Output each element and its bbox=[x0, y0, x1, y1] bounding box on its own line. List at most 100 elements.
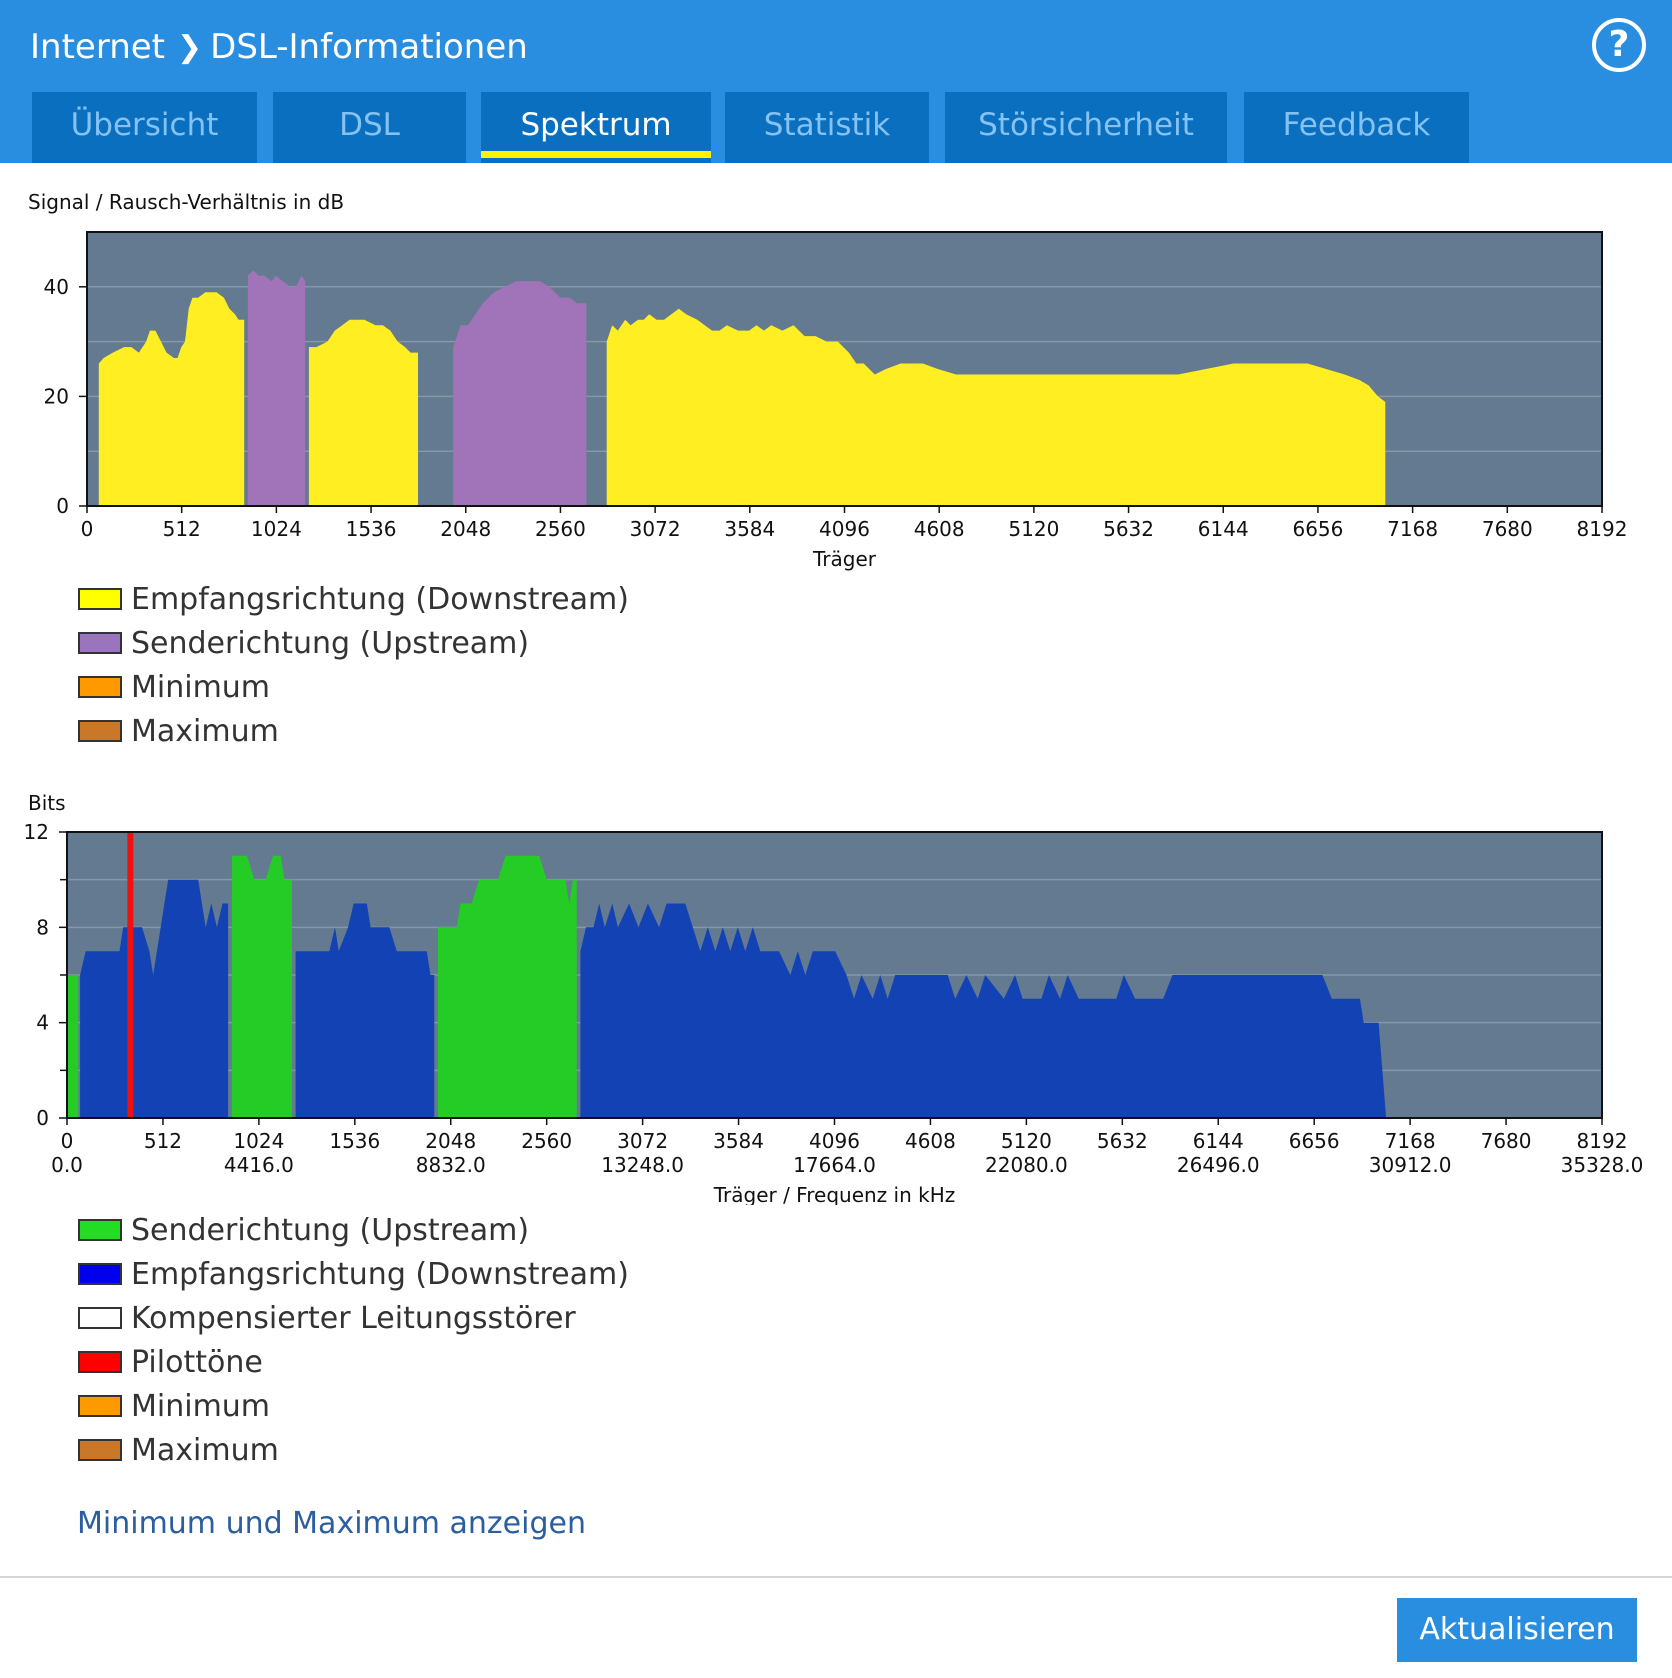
x-tick-label: 2048 bbox=[440, 517, 491, 541]
legend-item-upstream: Senderichtung (Upstream) bbox=[78, 1208, 629, 1252]
legend-item-minimum: Minimum bbox=[78, 1384, 629, 1428]
x-tick-freq-label: 13248.0 bbox=[601, 1153, 684, 1177]
breadcrumb: Internet ❯ DSL-Informationen bbox=[30, 22, 528, 72]
tab-statistik[interactable]: Statistik bbox=[725, 92, 929, 163]
legend-swatch bbox=[78, 1263, 122, 1285]
tab-feedback[interactable]: Feedback bbox=[1244, 92, 1469, 163]
legend-swatch bbox=[78, 676, 122, 698]
legend-item-maximum: Maximum bbox=[78, 709, 629, 753]
tab-label: Spektrum bbox=[520, 107, 672, 143]
y-tick-label: 12 bbox=[24, 820, 49, 844]
legend-label: Empfangsrichtung (Downstream) bbox=[131, 581, 629, 617]
legend-item-upstream: Senderichtung (Upstream) bbox=[78, 621, 629, 665]
legend-swatch bbox=[78, 1351, 122, 1373]
series-area bbox=[67, 855, 577, 1118]
y-tick-label: 20 bbox=[44, 384, 69, 408]
bits-legend: Senderichtung (Upstream) Empfangsrichtun… bbox=[78, 1208, 629, 1472]
snr-chart-title: Signal / Rausch-Verhältnis in dB bbox=[28, 190, 345, 214]
series-area bbox=[247, 270, 587, 506]
legend-label: Maximum bbox=[131, 1432, 279, 1468]
legend-item-maximum: Maximum bbox=[78, 1428, 629, 1472]
x-tick-label: 512 bbox=[144, 1129, 182, 1153]
legend-label: Minimum bbox=[131, 669, 271, 705]
legend-swatch bbox=[78, 1219, 122, 1241]
tab-label: Störsicherheit bbox=[978, 107, 1194, 143]
tab-stoersicherheit[interactable]: Störsicherheit bbox=[945, 92, 1227, 163]
x-axis-label: Träger / Frequenz in kHz bbox=[713, 1183, 955, 1205]
chevron-right-icon: ❯ bbox=[177, 29, 203, 65]
legend-item-downstream: Empfangsrichtung (Downstream) bbox=[78, 577, 629, 621]
tab-label: Feedback bbox=[1282, 107, 1431, 143]
y-tick-label: 4 bbox=[36, 1011, 49, 1035]
snr-legend: Empfangsrichtung (Downstream) Sendericht… bbox=[78, 577, 629, 753]
tab-label: DSL bbox=[339, 107, 400, 143]
x-tick-label: 6144 bbox=[1193, 1129, 1244, 1153]
snr-chart: 0 20 40 0 512 1024 1536 2048 2560 3072 3584 4096 460… bbox=[44, 231, 1628, 571]
x-tick-label: 7680 bbox=[1482, 517, 1533, 541]
refresh-button[interactable]: Aktualisieren bbox=[1397, 1598, 1637, 1662]
x-tick-label: 3072 bbox=[630, 517, 681, 541]
x-tick-label: 1024 bbox=[233, 1129, 284, 1153]
x-tick-freq-label: 4416.0 bbox=[224, 1153, 294, 1177]
x-tick-freq-label: 26496.0 bbox=[1177, 1153, 1260, 1177]
breadcrumb-internet[interactable]: Internet bbox=[30, 27, 166, 67]
x-tick-label: 5120 bbox=[1008, 517, 1059, 541]
legend-item-downstream: Empfangsrichtung (Downstream) bbox=[78, 1252, 629, 1296]
x-tick-label: 1536 bbox=[329, 1129, 380, 1153]
x-tick-label: 5632 bbox=[1103, 517, 1154, 541]
legend-swatch bbox=[78, 1395, 122, 1417]
x-tick-freq-label: 17664.0 bbox=[793, 1153, 876, 1177]
x-tick-label: 1536 bbox=[346, 517, 397, 541]
legend-swatch bbox=[78, 1439, 122, 1461]
legend-swatch bbox=[78, 588, 122, 610]
legend-label: Pilottöne bbox=[131, 1344, 263, 1380]
tab-uebersicht[interactable]: Übersicht bbox=[32, 92, 257, 163]
x-tick-label: 4096 bbox=[809, 1129, 860, 1153]
x-tick-freq-label: 35328.0 bbox=[1561, 1153, 1644, 1177]
series-area bbox=[80, 879, 1387, 1118]
x-tick-label: 8192 bbox=[1577, 517, 1628, 541]
tab-label: Statistik bbox=[763, 107, 891, 143]
x-tick-label: 7168 bbox=[1387, 517, 1438, 541]
tab-label: Übersicht bbox=[70, 107, 219, 143]
bits-chart-title: Bits bbox=[28, 791, 66, 815]
x-tick-label: 4096 bbox=[819, 517, 870, 541]
x-tick-freq-label: 0.0 bbox=[51, 1153, 83, 1177]
legend-label: Maximum bbox=[131, 713, 279, 749]
legend-label: Empfangsrichtung (Downstream) bbox=[131, 1256, 629, 1292]
help-icon[interactable]: ? bbox=[1592, 18, 1646, 72]
x-tick-label: 7680 bbox=[1481, 1129, 1532, 1153]
legend-label: Minimum bbox=[131, 1388, 271, 1424]
x-tick-freq-label: 8832.0 bbox=[416, 1153, 486, 1177]
x-tick-label: 3584 bbox=[713, 1129, 764, 1153]
x-tick-freq-label: 22080.0 bbox=[985, 1153, 1068, 1177]
x-tick-label: 5120 bbox=[1001, 1129, 1052, 1153]
x-tick-label: 512 bbox=[163, 517, 201, 541]
tab-dsl[interactable]: DSL bbox=[273, 92, 466, 163]
x-tick-label: 2560 bbox=[521, 1129, 572, 1153]
x-tick-label: 6656 bbox=[1292, 517, 1343, 541]
y-tick-label: 0 bbox=[36, 1106, 49, 1130]
tab-spektrum[interactable]: Spektrum bbox=[481, 92, 711, 163]
x-tick-label: 3584 bbox=[724, 517, 775, 541]
x-tick-label: 8192 bbox=[1577, 1129, 1628, 1153]
y-tick-label: 8 bbox=[36, 915, 49, 939]
x-tick-label: 0 bbox=[61, 1129, 74, 1153]
legend-item-compensated: Kompensierter Leitungsstörer bbox=[78, 1296, 629, 1340]
x-tick-label: 0 bbox=[81, 517, 94, 541]
legend-label: Senderichtung (Upstream) bbox=[131, 625, 530, 661]
x-tick-label: 3072 bbox=[617, 1129, 668, 1153]
legend-item-minimum: Minimum bbox=[78, 665, 629, 709]
legend-swatch bbox=[78, 1307, 122, 1329]
x-tick-label: 1024 bbox=[251, 517, 302, 541]
x-tick-label: 7168 bbox=[1385, 1129, 1436, 1153]
series-area bbox=[98, 292, 1386, 506]
x-tick-label: 2560 bbox=[535, 517, 586, 541]
x-axis-label: Träger bbox=[812, 547, 877, 571]
x-tick-label: 5632 bbox=[1097, 1129, 1148, 1153]
show-minmax-link[interactable]: Minimum und Maximum anzeigen bbox=[77, 1506, 586, 1541]
y-tick-label: 40 bbox=[44, 275, 69, 299]
legend-label: Senderichtung (Upstream) bbox=[131, 1212, 530, 1248]
x-tick-label: 2048 bbox=[425, 1129, 476, 1153]
x-tick-label: 4608 bbox=[914, 517, 965, 541]
